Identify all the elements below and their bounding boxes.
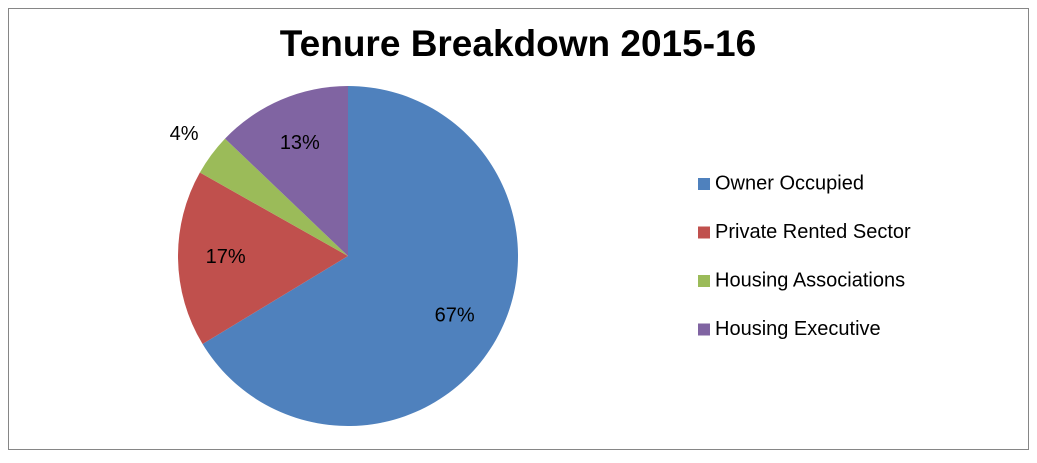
pie-slice [225, 86, 348, 256]
data-label: 13% [280, 132, 320, 154]
legend-swatch [698, 275, 710, 287]
data-label: 17% [206, 246, 246, 268]
pie-slice [178, 172, 348, 345]
legend-label: Housing Executive [715, 318, 881, 340]
chart-title: Tenure Breakdown 2015-16 [280, 23, 756, 64]
legend-label: Private Rented Sector [715, 221, 911, 243]
data-label: 4% [170, 123, 199, 145]
legend-label: Owner Occupied [715, 172, 864, 194]
legend-swatch [698, 323, 710, 336]
pie-slice [199, 138, 348, 256]
legend-swatch [698, 226, 710, 239]
legend-label: Housing Associations [715, 269, 905, 291]
legend-swatch [698, 178, 710, 190]
chart-border [8, 8, 1029, 450]
data-label: 67% [435, 304, 475, 326]
pie-slice [202, 86, 519, 427]
